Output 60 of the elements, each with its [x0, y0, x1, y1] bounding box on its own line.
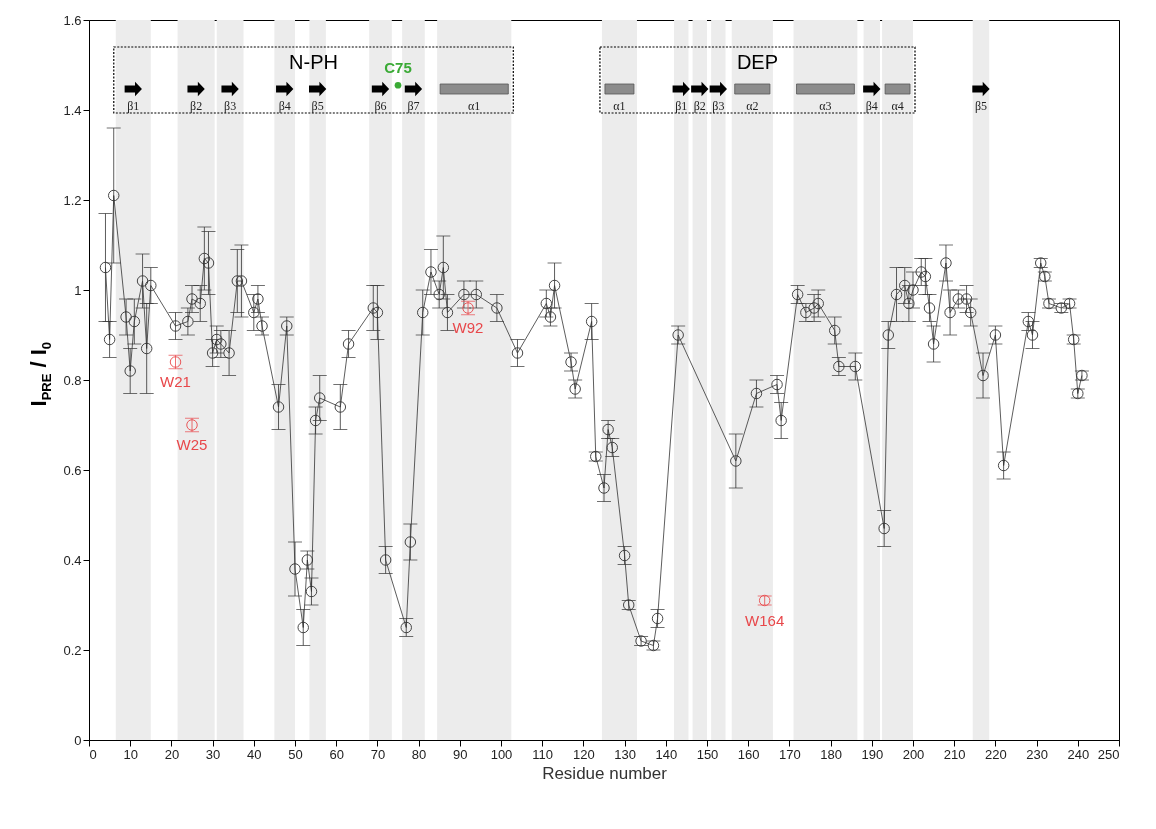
x-tick-label: 50	[288, 746, 303, 762]
band-label: β1	[675, 99, 688, 113]
x-tick-label: 250	[1097, 746, 1120, 762]
x-tick-label: 120	[573, 746, 595, 762]
x-tick-label: 10	[123, 746, 138, 762]
x-tick-label: 180	[820, 746, 842, 762]
x-tick-label: 40	[247, 746, 262, 762]
y-tick-label: 0	[74, 732, 82, 748]
x-tick-label: 170	[779, 746, 801, 762]
x-tick-label: 160	[737, 746, 760, 762]
band-label: β5	[974, 99, 988, 113]
x-tick-label: 230	[1026, 746, 1048, 762]
x-tick-label: 100	[490, 746, 513, 762]
band-label: β2	[190, 99, 203, 113]
band-label: α4	[891, 99, 904, 113]
x-tick-label: 150	[696, 746, 719, 762]
y-tick-label: 0.8	[63, 372, 82, 388]
band-label: α3	[819, 99, 832, 113]
band-label: β4	[278, 99, 291, 113]
x-tick-label: 30	[205, 746, 221, 762]
band-label: β6	[374, 99, 387, 113]
y-tick-label: 1.4	[63, 102, 82, 118]
y-tick-label: 1.6	[63, 12, 82, 28]
x-tick-label: 140	[655, 746, 678, 762]
data-label: W92	[452, 319, 484, 336]
x-axis-title: Residue number	[542, 763, 668, 783]
data-label: W25	[176, 436, 208, 453]
band-label: β7	[407, 99, 420, 113]
band-label: β3	[712, 99, 725, 113]
band-label: β1	[127, 99, 140, 113]
data-label: W164	[745, 611, 785, 629]
x-tick-label: 210	[943, 746, 966, 762]
data-label: W21	[160, 373, 191, 390]
x-tick-label: 20	[164, 746, 180, 762]
x-tick-label: 70	[370, 746, 386, 762]
band-label: β4	[865, 99, 878, 113]
band-label: α1	[613, 99, 626, 113]
annotation: N-PH	[289, 51, 338, 73]
band-label: β2	[693, 99, 706, 113]
band-label: β3	[224, 99, 237, 113]
annotation: C75	[384, 59, 412, 77]
band-label: β5	[311, 99, 324, 113]
y-tick-label: 1	[74, 282, 82, 298]
annotation: DEP	[736, 51, 779, 73]
x-tick-label: 80	[411, 746, 427, 762]
x-tick-label: 200	[902, 746, 925, 762]
y-tick-label: 0.2	[63, 642, 82, 658]
x-tick-label: 90	[453, 746, 468, 762]
band-label: α1	[468, 99, 481, 113]
y-tick-label: 0.4	[63, 552, 82, 568]
y-tick-label: 0.6	[63, 462, 82, 478]
x-tick-label: 240	[1067, 746, 1090, 762]
x-tick-label: 190	[861, 746, 884, 762]
x-tick-label: 110	[532, 746, 554, 762]
x-tick-label: 130	[614, 746, 636, 762]
x-tick-label: 220	[985, 746, 1007, 762]
band-label: α2	[746, 99, 759, 113]
y-tick-label: 1.2	[63, 192, 82, 208]
x-tick-label: 0	[89, 746, 97, 762]
x-tick-label: 60	[329, 746, 344, 762]
